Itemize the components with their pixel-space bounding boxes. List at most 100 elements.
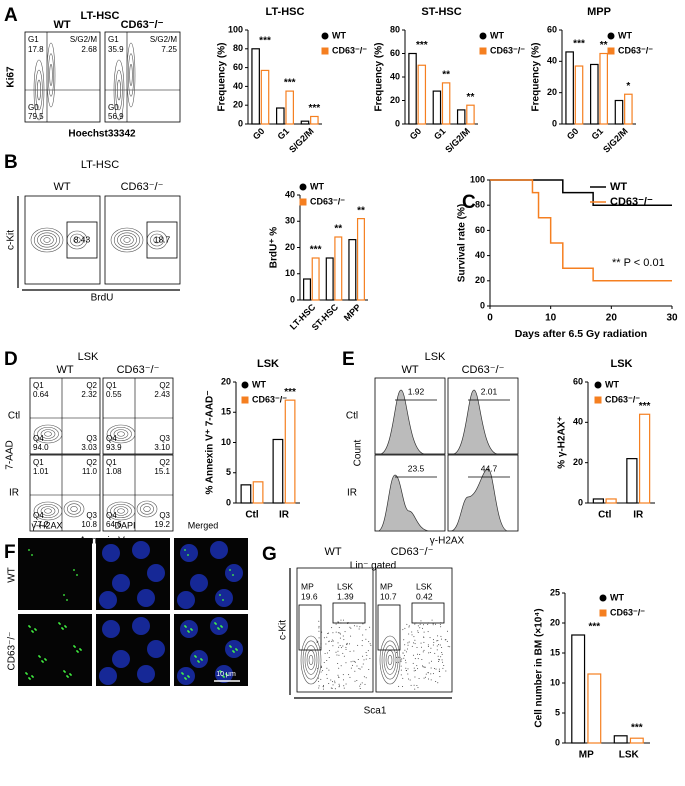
gate: [411, 602, 445, 624]
event-dot: [427, 623, 429, 625]
flow-plot: [29, 377, 101, 455]
legend-label: WT: [252, 379, 266, 389]
event-dot: [323, 684, 325, 686]
event-dot: [334, 682, 336, 684]
event-dot: [328, 682, 330, 684]
chart-title: LT-HSC: [266, 6, 305, 18]
event-dot: [440, 656, 442, 658]
event-dot: [337, 674, 339, 676]
axis-label: c-Kit: [278, 620, 289, 640]
y-tick-label: 40: [573, 417, 583, 427]
contour: [63, 500, 85, 518]
significance: ***: [284, 387, 296, 398]
gate-value: 0.55: [106, 390, 122, 399]
label: Q2: [159, 381, 170, 390]
y-tick-label: 80: [233, 43, 243, 53]
x-tick-label: 0: [487, 313, 493, 324]
event-dot: [412, 662, 414, 664]
event-dot: [344, 631, 346, 633]
event-dot: [318, 625, 320, 627]
event-dot: [364, 683, 366, 685]
nucleus: [137, 665, 155, 683]
gate-value: 11.0: [82, 467, 98, 476]
event-dot: [337, 632, 339, 634]
event-dot: [318, 687, 320, 689]
label: S/G2/M: [70, 35, 97, 44]
foci: [229, 569, 231, 571]
gate: [332, 602, 366, 624]
event-dot: [422, 666, 424, 668]
foci: [236, 649, 238, 651]
event-dot: [362, 663, 364, 665]
event-dot: [430, 673, 432, 675]
event-dot: [400, 661, 402, 663]
y-tick-label: 40: [475, 250, 485, 260]
event-dot: [430, 647, 432, 649]
row-label: CD63⁻/⁻: [7, 632, 18, 671]
event-dot: [345, 648, 347, 650]
event-dot: [414, 676, 416, 678]
x-tick-label: G1: [432, 126, 448, 142]
y-tick-label: 40: [547, 56, 557, 66]
bar: [310, 115, 319, 125]
panel-letter: E: [342, 349, 355, 370]
group-label: CD63⁻/⁻: [121, 19, 164, 31]
event-dot: [343, 685, 345, 687]
histogram: [377, 474, 431, 532]
axis-label: γ-H2AX: [430, 536, 465, 547]
contour: [117, 508, 125, 514]
significance: ***: [310, 245, 322, 256]
legend-marker: [594, 381, 602, 389]
event-dot: [351, 664, 353, 666]
panel-letter: D: [4, 349, 18, 370]
x-tick-label: 30: [666, 313, 678, 324]
gate-value: 56.9: [108, 112, 124, 121]
event-dot: [407, 673, 409, 675]
significance: ***: [309, 103, 321, 114]
x-tick-label: G0: [408, 126, 424, 142]
event-dot: [359, 685, 361, 687]
event-dot: [318, 685, 320, 687]
event-dot: [359, 626, 361, 628]
event-dot: [330, 687, 332, 689]
contour: [153, 236, 161, 244]
event-dot: [437, 655, 439, 657]
bar: [613, 735, 628, 744]
event-dot: [323, 637, 325, 639]
event-dot: [327, 633, 329, 635]
histogram: [379, 389, 426, 455]
event-dot: [395, 651, 397, 653]
axis-label: c-Kit: [6, 230, 17, 250]
significance: ***: [284, 78, 296, 89]
event-dot: [362, 655, 364, 657]
flow-plot: [104, 31, 181, 123]
foci: [191, 629, 193, 631]
y-tick-label: 40: [285, 189, 295, 199]
bar: [251, 48, 260, 125]
event-dot: [318, 680, 320, 682]
event-dot: [396, 656, 398, 658]
foci: [198, 661, 200, 663]
event-dot: [369, 658, 371, 660]
event-dot: [361, 666, 363, 668]
event-dot: [438, 658, 440, 660]
legend-label: WT: [610, 181, 627, 193]
event-dot: [331, 641, 333, 643]
legend-marker: [299, 198, 307, 206]
event-dot: [438, 670, 440, 672]
gate-value: 44.7: [481, 463, 498, 473]
contour: [33, 501, 63, 521]
gate: [146, 221, 178, 259]
y-tick-label: 30: [285, 216, 295, 226]
significance: *: [626, 81, 630, 92]
event-dot: [342, 674, 344, 676]
foci: [201, 659, 203, 661]
y-tick-label: 25: [550, 587, 560, 597]
y-tick-label: 20: [221, 376, 231, 386]
chart-title: LSK: [611, 358, 633, 370]
gate-value: 1.39: [337, 591, 354, 601]
gate-value: 7.25: [161, 45, 177, 54]
event-dot: [361, 682, 363, 684]
flow-plot: [24, 31, 101, 123]
label: Q3: [86, 511, 97, 520]
